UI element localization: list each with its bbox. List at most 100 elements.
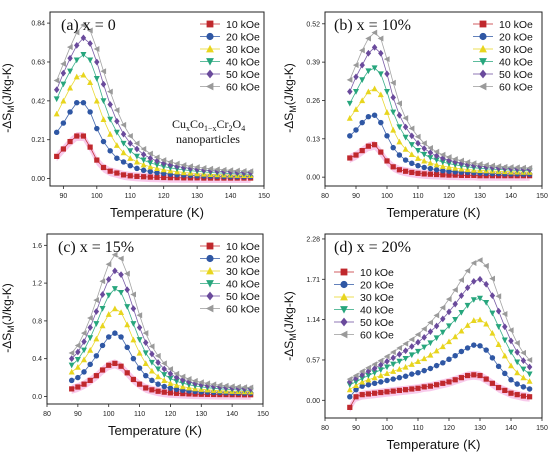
data-point xyxy=(483,347,489,353)
data-point xyxy=(421,367,427,374)
data-point xyxy=(353,382,359,389)
data-point xyxy=(68,362,75,369)
data-point xyxy=(107,116,114,123)
data-point xyxy=(113,142,120,148)
data-point xyxy=(93,321,100,327)
data-point xyxy=(147,154,154,162)
data-point xyxy=(87,144,93,150)
series-line xyxy=(56,37,251,174)
data-point xyxy=(352,62,359,69)
data-point xyxy=(446,379,452,385)
data-point xyxy=(421,145,427,152)
data-point xyxy=(107,88,113,95)
data-point xyxy=(67,84,74,91)
data-point xyxy=(440,380,446,386)
data-point xyxy=(154,352,161,359)
data-point xyxy=(427,155,434,161)
chart-panel-4: 80 90 100 110 120 130 140 150 0.00 0.57 1.14 1.71 2.… xyxy=(282,233,548,452)
y-axis-title: -ΔSM(J/kg-K) xyxy=(0,283,16,353)
data-point xyxy=(112,267,118,275)
data-point xyxy=(136,365,143,371)
data-point xyxy=(180,162,187,169)
data-point xyxy=(149,350,155,358)
data-point xyxy=(415,170,421,176)
data-point xyxy=(415,162,421,169)
data-point xyxy=(489,329,496,336)
data-point xyxy=(118,334,124,340)
data-point xyxy=(408,352,415,359)
legend-marker xyxy=(479,69,487,79)
data-point xyxy=(471,278,477,285)
data-point xyxy=(514,369,521,376)
data-point xyxy=(60,81,67,88)
data-point xyxy=(384,389,390,395)
shading-band xyxy=(56,132,251,183)
data-point xyxy=(508,390,514,396)
data-point xyxy=(415,155,421,161)
data-point xyxy=(93,46,100,53)
data-point xyxy=(483,376,489,382)
data-point xyxy=(501,337,508,344)
data-point xyxy=(471,342,477,348)
data-point xyxy=(477,295,483,302)
data-point xyxy=(446,160,452,167)
data-point xyxy=(390,354,396,362)
data-point xyxy=(214,166,220,173)
data-point xyxy=(93,308,100,315)
legend-marker xyxy=(479,58,487,66)
data-point xyxy=(161,377,168,383)
data-point xyxy=(458,159,465,167)
y-tick-label: 0.4 xyxy=(32,356,42,363)
data-point xyxy=(94,58,100,66)
data-point xyxy=(107,148,113,154)
data-point xyxy=(371,365,378,372)
data-point xyxy=(526,378,533,384)
data-point xyxy=(147,160,154,166)
annotation-formula-part: x xyxy=(186,124,190,133)
data-point xyxy=(390,368,397,374)
data-point xyxy=(402,157,409,163)
data-point xyxy=(446,164,452,170)
y-axis-title-part: (J/kg-K) xyxy=(282,63,296,105)
data-point xyxy=(396,124,403,131)
data-point xyxy=(371,85,378,92)
data-point xyxy=(143,372,149,379)
data-point xyxy=(142,360,149,366)
y-tick-label: 0.26 xyxy=(306,98,320,105)
data-point xyxy=(133,158,140,165)
data-point xyxy=(421,140,427,147)
data-point xyxy=(160,157,167,164)
data-point xyxy=(458,375,464,381)
x-tick-label: 110 xyxy=(134,411,145,418)
y-axis-title-subscript: M xyxy=(6,105,16,113)
legend-marker xyxy=(205,82,214,91)
data-point xyxy=(359,378,366,385)
x-tick-label: 120 xyxy=(443,193,455,200)
x-tick-label: 130 xyxy=(474,425,486,432)
data-point xyxy=(107,131,114,137)
legend-marker xyxy=(340,292,348,301)
data-point xyxy=(134,145,140,153)
data-point xyxy=(167,385,174,391)
data-point xyxy=(120,130,127,138)
data-point xyxy=(99,367,106,373)
data-point xyxy=(408,361,415,367)
y-tick-label: 0.21 xyxy=(31,137,45,144)
data-point xyxy=(93,353,100,359)
data-point xyxy=(127,173,133,179)
data-point xyxy=(421,344,428,351)
legend-marker xyxy=(206,32,214,41)
data-point xyxy=(452,286,458,293)
data-point xyxy=(73,57,80,64)
legend-label: 60 kOe xyxy=(226,303,260,315)
legend-label: 10 kOe xyxy=(360,267,394,279)
data-point xyxy=(365,88,372,95)
data-point xyxy=(415,139,421,147)
data-point xyxy=(127,162,133,169)
data-point xyxy=(408,151,415,158)
data-point xyxy=(396,366,403,372)
data-point xyxy=(113,107,120,114)
data-point xyxy=(520,349,526,356)
data-point xyxy=(173,386,180,393)
data-point xyxy=(94,125,100,132)
